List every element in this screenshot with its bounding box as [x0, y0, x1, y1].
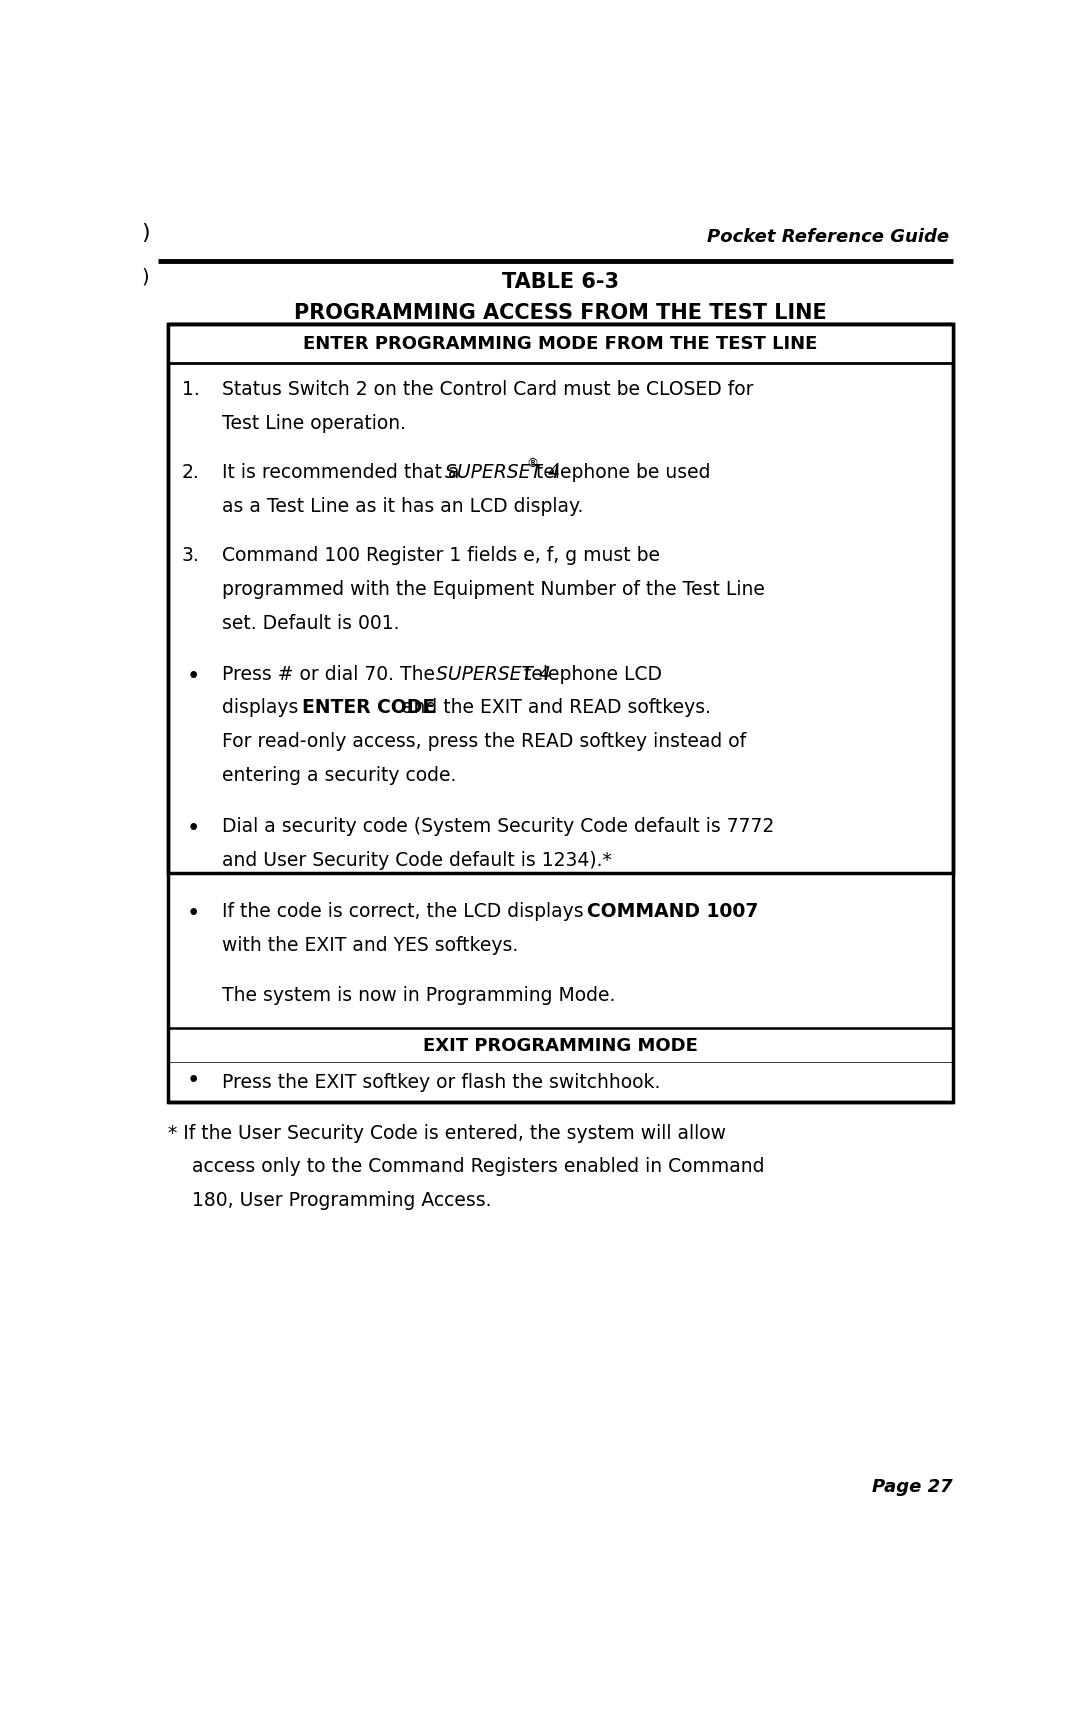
Text: Pocket Reference Guide: Pocket Reference Guide: [706, 228, 948, 245]
Text: ®: ®: [527, 458, 539, 470]
Text: •: •: [187, 665, 200, 687]
Text: •: •: [187, 902, 200, 926]
Text: and User Security Code default is 1234).*: and User Security Code default is 1234).…: [221, 850, 611, 871]
Text: ENTER CODE: ENTER CODE: [302, 699, 435, 718]
Text: set. Default is 001.: set. Default is 001.: [221, 614, 400, 632]
Text: Dial a security code (System Security Code default is 7772: Dial a security code (System Security Co…: [221, 818, 774, 836]
Text: COMMAND 1007: COMMAND 1007: [588, 902, 758, 920]
Text: and the EXIT and READ softkeys.: and the EXIT and READ softkeys.: [395, 699, 711, 718]
Text: telephone LCD: telephone LCD: [517, 665, 662, 684]
Text: as a Test Line as it has an LCD display.: as a Test Line as it has an LCD display.: [221, 497, 583, 516]
Text: programmed with the Equipment Number of the Test Line: programmed with the Equipment Number of …: [221, 579, 765, 598]
Text: •: •: [187, 818, 200, 840]
Text: SUPERSET 4: SUPERSET 4: [435, 665, 551, 684]
Text: PROGRAMMING ACCESS FROM THE TEST LINE: PROGRAMMING ACCESS FROM THE TEST LINE: [294, 303, 826, 322]
Text: If the code is correct, the LCD displays: If the code is correct, the LCD displays: [221, 902, 590, 920]
Text: It is recommended that a: It is recommended that a: [221, 463, 465, 482]
Text: 1.: 1.: [181, 381, 199, 399]
Text: access only to the Command Registers enabled in Command: access only to the Command Registers ena…: [192, 1157, 765, 1176]
Text: Test Line operation.: Test Line operation.: [221, 413, 406, 432]
Bar: [167, 324, 953, 872]
Text: SUPERSET 4: SUPERSET 4: [445, 463, 559, 482]
Bar: [167, 324, 953, 1102]
Text: Press the EXIT softkey or flash the switchhook.: Press the EXIT softkey or flash the swit…: [221, 1073, 660, 1092]
Text: displays: displays: [221, 699, 305, 718]
Text: ): ): [140, 223, 149, 243]
Text: 180, User Programming Access.: 180, User Programming Access.: [192, 1191, 491, 1210]
Bar: [167, 1028, 953, 1063]
Text: The system is now in Programming Mode.: The system is now in Programming Mode.: [221, 987, 616, 1006]
Text: telephone be used: telephone be used: [530, 463, 711, 482]
Text: Status Switch 2 on the Control Card must be CLOSED for: Status Switch 2 on the Control Card must…: [221, 381, 754, 399]
Bar: [167, 324, 953, 363]
Text: entering a security code.: entering a security code.: [221, 766, 456, 785]
Text: EXIT PROGRAMMING MODE: EXIT PROGRAMMING MODE: [422, 1037, 698, 1054]
Text: 2.: 2.: [181, 463, 199, 482]
Text: 3.: 3.: [181, 547, 199, 566]
Text: •: •: [187, 1070, 200, 1092]
Bar: [167, 1063, 953, 1102]
Text: with the EXIT and YES softkeys.: with the EXIT and YES softkeys.: [221, 936, 518, 955]
Text: Press # or dial 70. The: Press # or dial 70. The: [221, 665, 441, 684]
Text: * If the User Security Code is entered, the system will allow: * If the User Security Code is entered, …: [167, 1123, 726, 1143]
Text: Command 100 Register 1 fields e, f, g must be: Command 100 Register 1 fields e, f, g mu…: [221, 547, 660, 566]
Text: ): ): [141, 267, 149, 286]
Text: For read-only access, press the READ softkey instead of: For read-only access, press the READ sof…: [221, 732, 746, 751]
Text: TABLE 6-3: TABLE 6-3: [501, 273, 619, 291]
Text: Page 27: Page 27: [872, 1477, 953, 1496]
Text: ENTER PROGRAMMING MODE FROM THE TEST LINE: ENTER PROGRAMMING MODE FROM THE TEST LIN…: [302, 334, 818, 353]
